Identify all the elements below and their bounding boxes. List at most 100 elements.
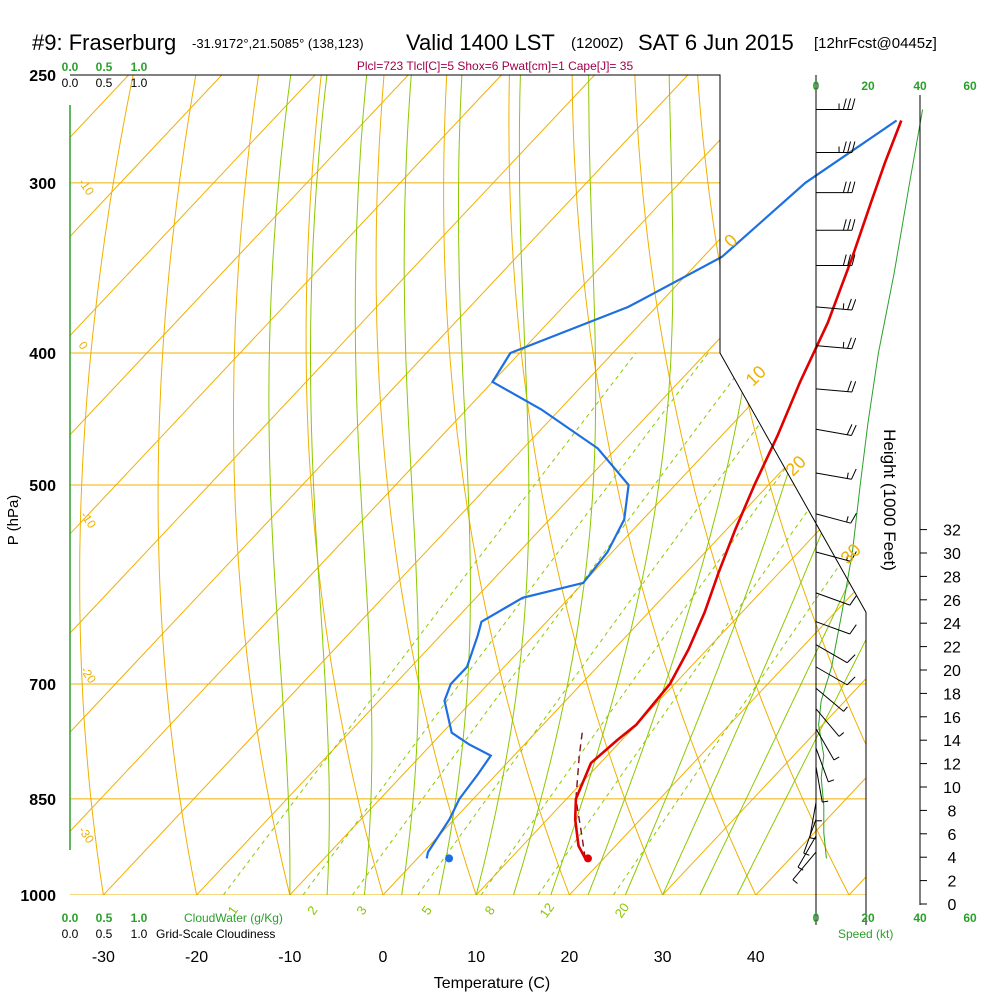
wind-barb-staff xyxy=(815,551,851,562)
wind-barb-half-flag xyxy=(843,706,848,712)
wind-barb-flag xyxy=(850,424,857,436)
isotherm-line xyxy=(70,75,782,895)
temperature-tick-label: 0 xyxy=(379,949,388,966)
forecast-tag: [12hrFcst@0445z] xyxy=(814,35,937,52)
wind-barb-flag xyxy=(847,219,852,231)
dry-adiabat-line xyxy=(443,75,570,895)
wind-barb xyxy=(816,219,856,231)
wind-barb-flag xyxy=(851,181,856,193)
isotherm-label: 20 xyxy=(782,452,810,480)
wind-barb-flag xyxy=(847,98,852,110)
wind-barb-staff xyxy=(815,747,829,783)
height-tick-label: 26 xyxy=(943,593,961,610)
bottom-wind-speed-tick: 20 xyxy=(861,911,875,925)
height-tick-label: 24 xyxy=(943,616,961,633)
wind-barb xyxy=(815,644,856,664)
wind-barb-staff xyxy=(815,728,835,761)
wind-barb xyxy=(797,835,817,871)
dry-adiabat-line xyxy=(508,75,664,895)
wind-barb-staff xyxy=(815,766,823,803)
isotherm-line xyxy=(382,75,866,895)
wind-barb-half-flag xyxy=(797,866,804,871)
wind-barb xyxy=(803,819,817,856)
wind-barb-staff xyxy=(797,835,817,868)
top-cloudwater-tick: 1.0 xyxy=(131,60,148,74)
top-cloudwater-tick: 0.5 xyxy=(96,60,113,74)
wind-barb xyxy=(816,254,856,267)
wind-barb xyxy=(815,747,835,783)
dry-adiabat-line xyxy=(571,75,757,895)
bottom-cloudiness-tick: 0.0 xyxy=(62,927,79,941)
wind-barb xyxy=(816,181,856,194)
wind-barb-flag xyxy=(847,141,852,153)
temperature-tick-label: 20 xyxy=(561,949,579,966)
mixing-ratio-line xyxy=(417,352,813,895)
isotherm-line xyxy=(70,75,316,895)
wind-barb-flag xyxy=(842,254,847,266)
wind-barb-flag xyxy=(849,595,857,606)
bottom-wind-zero-tick: 0 xyxy=(813,911,820,925)
wind-barb-staff xyxy=(815,621,850,635)
wind-barb-flag xyxy=(842,219,847,231)
wind-barb-flag xyxy=(847,254,852,266)
moist-adiabat-line xyxy=(662,75,866,895)
height-tick-label: 4 xyxy=(948,850,957,867)
dry-adiabat-line xyxy=(79,75,134,895)
axis-layer: 1 2 3 5 8 12 200102030-100-10-20-3025030040050… xyxy=(20,60,977,966)
wind-barb-half-flag xyxy=(822,800,829,803)
height-tick-label: 28 xyxy=(943,569,961,586)
wind-barb-half-flag xyxy=(803,852,810,856)
pressure-tick-label: 700 xyxy=(29,677,56,694)
isotherm-line xyxy=(70,75,223,895)
wind-barb-flag xyxy=(850,551,857,562)
wind-barb xyxy=(815,298,857,311)
wind-barb xyxy=(816,98,856,110)
wind-barb-staff xyxy=(803,819,817,854)
height-tick-label: 8 xyxy=(948,803,957,820)
mixing-ratio-line xyxy=(480,352,866,895)
top-cloudiness-tick: 0.5 xyxy=(96,76,113,90)
left-isotherm-label: 0 xyxy=(76,339,91,353)
wind-barb xyxy=(815,551,857,562)
temperature-curve xyxy=(573,120,903,860)
wind-barb-staff xyxy=(815,687,844,712)
height-tick-label: 32 xyxy=(943,523,961,540)
bottom-cloudwater-tick: 0.0 xyxy=(62,911,79,925)
wind-barb xyxy=(792,851,817,884)
wind-layer xyxy=(792,98,924,884)
height-tick-label: 22 xyxy=(943,640,961,657)
mixing-ratio-label: 8 xyxy=(482,903,498,918)
wind-barb-half-flag xyxy=(833,756,840,761)
top-wind-speed-tick: 40 xyxy=(913,79,927,93)
wind-barb-flag xyxy=(847,337,852,349)
pressure-tick-label: 300 xyxy=(29,176,56,193)
wind-barb-half-flag xyxy=(838,732,845,737)
cloudiness-label: Grid-Scale Cloudiness xyxy=(156,927,275,941)
curve-layer xyxy=(425,119,903,863)
height-tick-label: 16 xyxy=(943,710,961,727)
top-wind-speed-tick: 0 xyxy=(813,79,820,93)
temperature-tick-label: 10 xyxy=(467,949,485,966)
moist-adiabat-line xyxy=(354,75,373,895)
left-isotherm-label: -20 xyxy=(78,664,100,687)
top-cloudwater-tick: 0.0 xyxy=(62,60,79,74)
wind-barb-staff xyxy=(815,513,851,524)
pressure-tick-label: 1000 xyxy=(20,888,56,905)
wind-barb-flag xyxy=(846,654,856,664)
bottom-cloudwater-tick: 1.0 xyxy=(131,911,148,925)
wind-barb-flag xyxy=(842,98,847,110)
bottom-cloudiness-tick: 1.0 xyxy=(131,927,148,941)
moist-adiabat-line xyxy=(550,75,674,895)
top-wind-speed-tick: 20 xyxy=(861,79,875,93)
moist-adiabat-line xyxy=(401,75,419,895)
wind-barb-staff xyxy=(815,592,850,606)
wind-barb-flag xyxy=(851,337,857,349)
moist-adiabat-line xyxy=(736,75,866,895)
wind-barb-staff xyxy=(815,428,852,436)
height-tick-label: 20 xyxy=(943,663,961,680)
temperature-tick-label: -20 xyxy=(185,949,208,966)
height-tick-label: 2 xyxy=(948,874,957,891)
wind-barb-flag xyxy=(847,380,852,392)
